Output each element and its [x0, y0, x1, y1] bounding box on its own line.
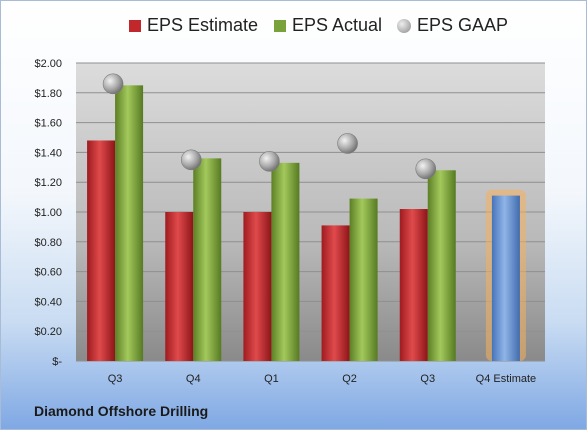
eps-actual-bar — [115, 85, 144, 361]
eps-estimate-bar — [243, 212, 272, 361]
eps-q4-estimate-bar — [491, 195, 520, 361]
y-tick-label: $1.00 — [34, 207, 62, 219]
eps-actual-bar — [271, 162, 300, 361]
eps-actual-bar — [427, 170, 456, 361]
legend-swatch-eps-actual — [274, 19, 286, 32]
y-tick-label: $1.60 — [34, 118, 62, 130]
eps-estimate-bar — [321, 225, 350, 361]
y-axis-ticks: $- $0.20 $0.40 $0.60 $0.80 $1.00 $1.20 $1.40 $1.… — [34, 58, 62, 368]
x-axis-ticks: Q3 Q4 Q1 Q2 Q3 Q4 Estimate — [108, 373, 536, 385]
eps-estimate-bar — [399, 209, 428, 361]
y-tick-label: $1.80 — [34, 88, 62, 100]
y-tick-label: $0.60 — [34, 267, 62, 279]
legend-item-eps-gaap: EPS GAAP — [397, 15, 508, 36]
y-tick-label: $1.40 — [34, 147, 62, 159]
eps-gaap-marker — [337, 133, 358, 154]
gridlines — [76, 62, 545, 362]
legend-item-eps-actual: EPS Actual — [274, 15, 382, 36]
eps-gaap-marker — [180, 149, 202, 171]
eps-gaap-marker — [259, 151, 280, 172]
y-tick-label: $0.80 — [34, 237, 62, 249]
gaap-markers-layer — [102, 73, 437, 180]
eps-estimate-bar — [165, 212, 194, 361]
y-tick-label: $0.40 — [34, 296, 62, 308]
bars-layer — [87, 85, 520, 361]
eps-estimate-bar — [87, 140, 116, 361]
y-tick-label: $2.00 — [34, 58, 62, 70]
legend-label-eps-actual: EPS Actual — [292, 15, 383, 35]
chart-legend: EPS Estimate EPS Actual EPS GAAP — [1, 15, 586, 43]
eps-actual-bar — [193, 158, 222, 361]
legend-label-eps-estimate: EPS Estimate — [147, 15, 259, 35]
x-tick-label: Q4 Estimate — [476, 373, 537, 385]
x-tick-label: Q3 — [420, 373, 435, 385]
x-tick-label: Q2 — [342, 373, 357, 385]
y-tick-label: $0.20 — [34, 326, 62, 338]
eps-gaap-marker — [415, 158, 437, 180]
eps-actual-bar — [349, 198, 378, 361]
y-tick-label: $1.20 — [34, 177, 62, 189]
x-tick-label: Q1 — [264, 373, 279, 385]
legend-label-eps-gaap: EPS GAAP — [417, 15, 509, 35]
y-tick-label: $- — [52, 356, 62, 368]
eps-gaap-marker — [102, 73, 124, 95]
x-tick-label: Q3 — [108, 373, 123, 385]
legend-item-eps-estimate: EPS Estimate — [129, 15, 258, 36]
legend-swatch-eps-estimate — [129, 19, 141, 32]
x-tick-label: Q4 — [186, 373, 201, 385]
legend-marker-eps-gaap — [397, 18, 411, 33]
company-name: Diamond Offshore Drilling — [34, 403, 209, 419]
